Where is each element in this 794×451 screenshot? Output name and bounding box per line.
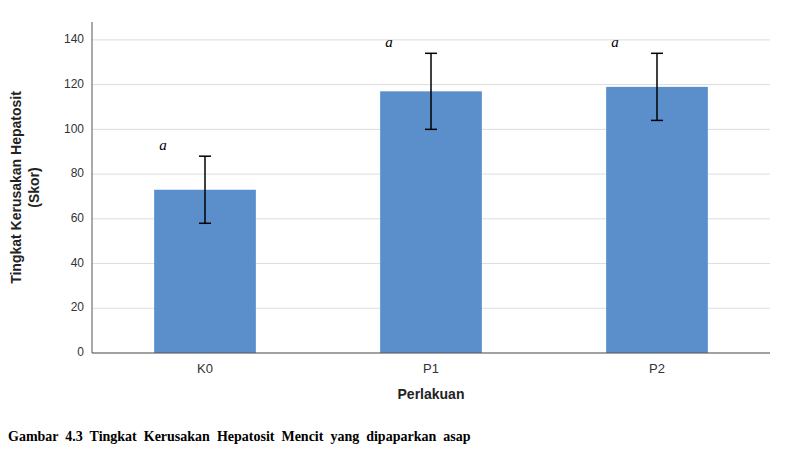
bars [154,53,708,353]
bar [380,91,482,353]
x-axis-label: Perlakuan [398,386,465,402]
x-tick-label: P1 [423,361,439,376]
error-bar [425,53,437,129]
y-tick-label: 80 [71,166,85,180]
grid [92,40,770,353]
bar [606,87,708,353]
y-tick-label: 100 [64,122,84,136]
error-bar [199,156,211,223]
y-tick-label: 140 [64,32,84,46]
x-axis-line [92,353,770,354]
annotation: a [159,137,167,153]
annotation: a [611,34,619,50]
grid-line [92,353,770,354]
chart-svg: 0 20 40 60 80 100 120 140 a a a K0 P1 P2 Perlakuan Ting… [0,0,794,451]
chart-container: 0 20 40 60 80 100 120 140 a a a K0 P1 P2 Perlakuan Ting… [0,0,794,451]
y-axis-label: Tingkat Kerusakan Hepatosit(Skor) [8,91,42,284]
x-tick-label: K0 [197,361,213,376]
y-tick-label: 40 [71,256,85,270]
y-tick-label: 60 [71,211,85,225]
y-tick-label: 0 [77,345,84,359]
grid-line [92,39,770,40]
y-tick-label: 20 [71,300,85,314]
y-axis-line [92,22,93,353]
error-bar [651,53,663,120]
annotation: a [385,34,393,50]
caption: Gambar 4.3 Tingkat Kerusakan Hepatosit M… [8,429,471,444]
y-tick-label: 120 [64,77,84,91]
x-tick-label: P2 [649,361,665,376]
